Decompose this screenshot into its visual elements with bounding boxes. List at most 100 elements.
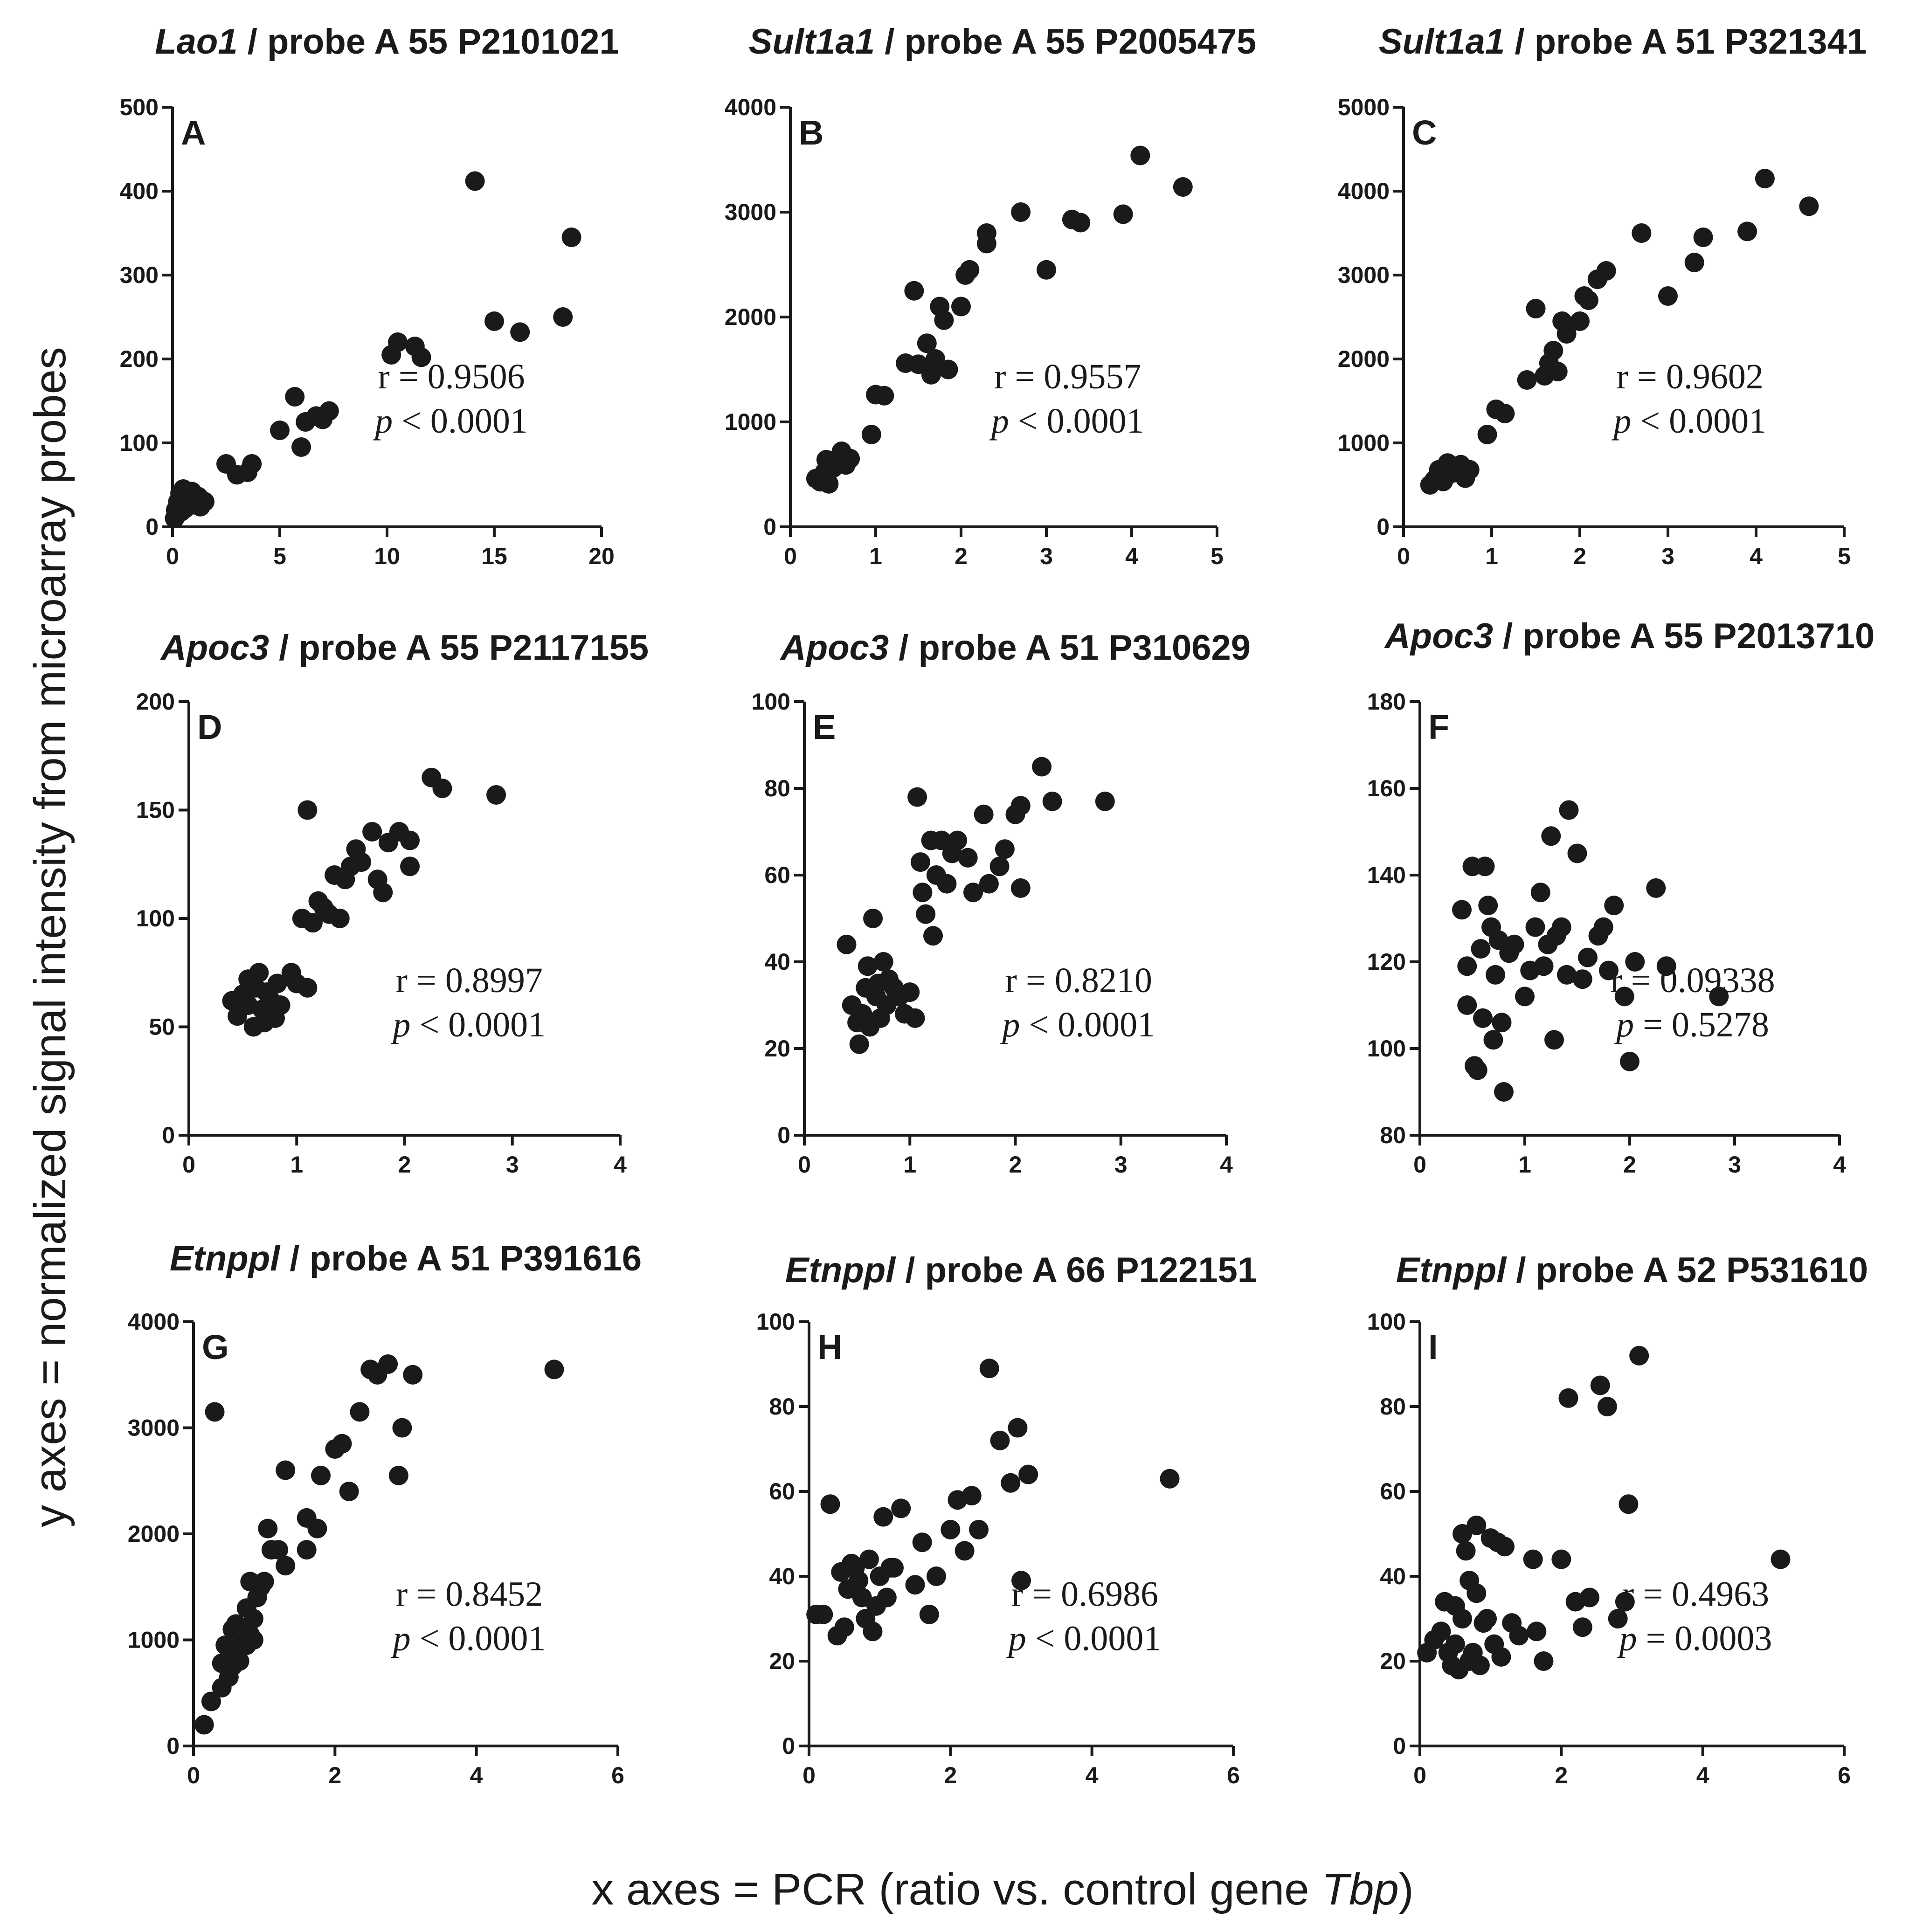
y-tick-label: 20 [769, 1648, 795, 1674]
data-point [919, 1604, 939, 1624]
data-point [1570, 311, 1590, 331]
data-point [1541, 826, 1561, 846]
data-point [1113, 204, 1133, 224]
y-tick-label: 400 [120, 178, 159, 204]
x-tick-label: 2 [955, 543, 968, 569]
gene-name: Sult1a1 [749, 22, 875, 62]
data-point [1467, 1515, 1487, 1535]
data-point [907, 787, 927, 807]
data-point [339, 1482, 359, 1501]
data-point [1491, 1647, 1511, 1667]
x-tick-label: 6 [1838, 1762, 1851, 1788]
data-point [979, 1359, 999, 1379]
gene-name: Apoc3 [780, 628, 889, 668]
data-point [1709, 987, 1729, 1007]
data-point [1008, 1418, 1028, 1438]
data-point [269, 1540, 288, 1560]
data-point [1608, 1609, 1628, 1628]
data-point [403, 1365, 423, 1385]
data-point [465, 171, 485, 191]
correlation-r: r = 0.4963 [1622, 1575, 1769, 1614]
data-point [934, 310, 954, 330]
data-point [1596, 261, 1616, 281]
y-tick-label: 3000 [1338, 262, 1390, 288]
data-point [863, 909, 883, 928]
p-value: p < 0.0001 [1006, 1619, 1162, 1658]
y-tick-label: 20 [1380, 1648, 1406, 1674]
data-point [1453, 1609, 1472, 1628]
y-tick-label: 1000 [1338, 430, 1390, 456]
panel-title: Etnppl / probe A 52 P531610 [1396, 1250, 1868, 1290]
data-point [1478, 896, 1498, 916]
p-text: < 0.0001 [1009, 401, 1144, 441]
data-point [1486, 965, 1505, 985]
x-tick-label: 3 [506, 1152, 519, 1178]
data-point [392, 1418, 412, 1438]
y-tick-label: 0 [763, 514, 776, 540]
p-value: p < 0.0001 [989, 401, 1144, 441]
data-point [1032, 757, 1052, 777]
x-tick-label: 1 [1485, 543, 1498, 569]
panel-letter: D [197, 708, 222, 746]
panel-title: Etnppl / probe A 51 P391616 [170, 1239, 642, 1278]
correlation-r: r = 0.9506 [378, 357, 525, 396]
data-point [1037, 260, 1056, 280]
data-point [932, 830, 952, 850]
data-point [1619, 1494, 1639, 1514]
y-tick-label: 0 [162, 1122, 175, 1148]
data-point [1001, 1473, 1021, 1493]
x-tick-label: 5 [1838, 543, 1851, 569]
x-tick-label: 4 [1696, 1762, 1709, 1788]
y-tick-label: 180 [1367, 689, 1406, 715]
data-point [484, 311, 504, 331]
data-point [1517, 370, 1537, 390]
x-tick-label: 2 [944, 1762, 957, 1788]
data-point [1471, 939, 1491, 959]
data-point [1615, 1592, 1635, 1612]
correlation-r: r = 0.9557 [994, 357, 1141, 396]
gene-name: Sult1a1 [1379, 22, 1505, 62]
probe-name: / probe A 55 P2117155 [269, 628, 649, 668]
y-tick-label: 2000 [725, 304, 776, 330]
data-point [1095, 791, 1115, 811]
data-point [1590, 1375, 1610, 1395]
data-point [1604, 896, 1624, 916]
data-point [1530, 883, 1550, 903]
y-tick-label: 0 [1377, 514, 1390, 540]
data-point [1755, 169, 1775, 188]
gene-name: Apoc3 [1384, 616, 1493, 656]
data-point [1737, 221, 1757, 242]
data-point [1173, 177, 1193, 197]
panel-letter: H [817, 1328, 842, 1366]
data-point [955, 1541, 975, 1561]
data-point [1597, 1397, 1617, 1416]
p-value: p < 0.0001 [1000, 1005, 1155, 1044]
data-point [1534, 956, 1554, 976]
y-tick-label: 4000 [725, 94, 776, 120]
panel-letter: B [799, 113, 823, 152]
data-point [900, 982, 920, 1002]
data-point [905, 1008, 925, 1028]
data-point [989, 856, 1010, 876]
y-tick-label: 40 [1380, 1563, 1406, 1589]
y-tick-label: 1000 [725, 409, 776, 435]
panel-title: Etnppl / probe A 66 P122151 [785, 1250, 1257, 1290]
panel-letter: C [1412, 113, 1437, 152]
data-point [285, 387, 305, 407]
x-tick-label: 5 [1211, 543, 1224, 569]
data-point [916, 904, 936, 924]
data-point [388, 1465, 408, 1485]
data-point [1799, 196, 1819, 216]
p-symbol: p [1000, 1005, 1020, 1044]
panel-b: Sult1a1 / probe A 55 P200547501000200030… [725, 22, 1256, 569]
data-point [486, 785, 506, 805]
probe-name: / probe A 51 P321341 [1505, 22, 1867, 62]
data-point [1556, 324, 1577, 344]
data-point [1010, 796, 1031, 816]
data-point [561, 228, 581, 247]
data-point [311, 1465, 331, 1485]
x-tick-label: 4 [1750, 543, 1763, 569]
x-tick-label: 6 [1227, 1762, 1240, 1788]
data-point [400, 856, 420, 876]
gene-name: Etnppl [785, 1250, 896, 1290]
